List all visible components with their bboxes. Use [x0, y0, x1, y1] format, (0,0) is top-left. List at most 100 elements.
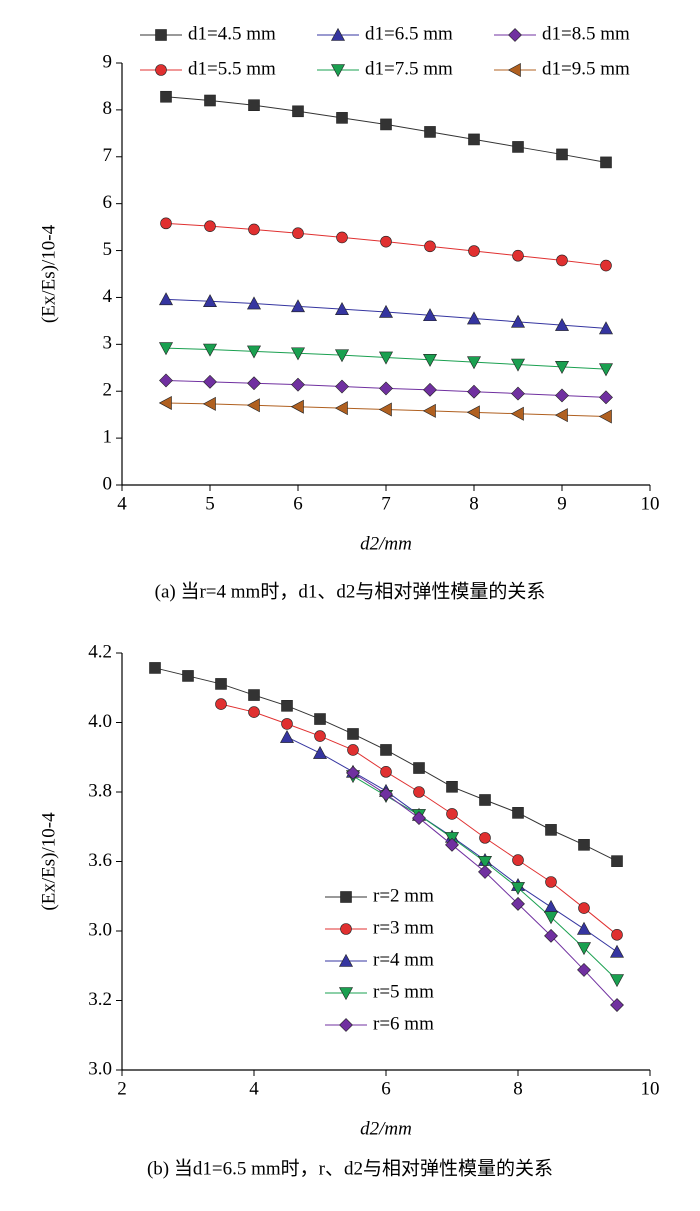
- x-tick-label: 7: [381, 493, 391, 514]
- marker: [543, 911, 559, 925]
- legend-label: d1=6.5 mm: [365, 23, 453, 44]
- y-tick-label: 4.2: [88, 641, 112, 662]
- marker: [155, 29, 167, 41]
- marker: [182, 670, 194, 682]
- marker: [545, 876, 557, 888]
- marker: [466, 311, 482, 325]
- marker: [577, 962, 591, 977]
- marker: [599, 390, 613, 405]
- marker: [611, 929, 623, 941]
- legend-label: d1=9.5 mm: [542, 58, 630, 79]
- marker: [246, 398, 260, 413]
- marker: [215, 678, 227, 690]
- marker: [248, 706, 260, 718]
- y-tick-label: 3.8: [88, 780, 112, 801]
- marker: [467, 384, 481, 399]
- marker: [314, 730, 326, 742]
- marker: [468, 245, 480, 257]
- y-tick-label: 3.0: [88, 1058, 112, 1079]
- marker: [507, 62, 521, 78]
- marker: [158, 292, 174, 306]
- marker: [281, 718, 293, 730]
- marker: [578, 902, 590, 914]
- marker: [247, 376, 261, 391]
- x-tick-label: 4: [117, 493, 127, 514]
- legend-label: d1=7.5 mm: [365, 58, 453, 79]
- marker: [248, 99, 260, 111]
- marker: [340, 923, 352, 935]
- marker: [292, 105, 304, 118]
- x-tick-label: 6: [293, 493, 303, 514]
- legend-label: r=3 mm: [373, 917, 434, 938]
- caption: (b) 当d1=6.5 mm时，r、d2与相对弹性模量的关系: [147, 1157, 553, 1179]
- y-tick-label: 5: [103, 239, 113, 260]
- marker: [334, 349, 350, 363]
- marker: [281, 700, 293, 712]
- marker: [334, 401, 348, 416]
- marker: [412, 811, 426, 825]
- marker: [554, 408, 568, 423]
- marker: [290, 299, 306, 313]
- marker: [466, 356, 482, 370]
- marker: [609, 944, 625, 958]
- marker: [510, 406, 524, 421]
- legend-label: r=4 mm: [373, 949, 434, 970]
- marker: [445, 837, 459, 852]
- marker: [543, 899, 559, 913]
- marker: [379, 381, 393, 396]
- legend-label: r=5 mm: [373, 981, 434, 1002]
- y-tick-label: 3: [103, 333, 113, 354]
- marker: [423, 382, 437, 397]
- x-tick-label: 6: [381, 1078, 391, 1099]
- marker: [554, 317, 570, 331]
- marker: [290, 347, 306, 361]
- marker: [600, 156, 612, 169]
- marker: [508, 28, 522, 42]
- marker: [512, 141, 524, 153]
- marker: [477, 856, 493, 869]
- marker: [379, 787, 393, 802]
- marker: [160, 217, 172, 230]
- marker: [204, 94, 216, 107]
- marker: [340, 891, 352, 903]
- marker: [598, 321, 614, 335]
- marker: [466, 405, 480, 420]
- marker: [347, 744, 359, 756]
- marker: [291, 377, 305, 392]
- legend-label: r=2 mm: [373, 885, 434, 906]
- marker: [578, 839, 590, 851]
- y-tick-label: 3.6: [88, 850, 112, 871]
- marker: [378, 402, 392, 417]
- marker: [413, 786, 425, 798]
- marker: [202, 343, 218, 357]
- marker: [330, 27, 346, 41]
- marker: [576, 921, 592, 935]
- marker: [413, 762, 425, 774]
- marker: [204, 220, 216, 232]
- marker: [330, 64, 346, 78]
- marker: [609, 974, 625, 988]
- marker: [446, 808, 458, 820]
- marker: [511, 386, 525, 401]
- marker: [203, 374, 217, 389]
- marker: [424, 240, 436, 253]
- marker: [334, 302, 350, 315]
- marker: [510, 882, 526, 896]
- marker: [512, 807, 524, 819]
- marker: [314, 713, 326, 725]
- marker: [248, 689, 260, 701]
- marker: [312, 745, 328, 759]
- y-tick-label: 7: [103, 145, 113, 166]
- marker: [556, 254, 568, 267]
- x-tick-label: 4: [249, 1078, 259, 1099]
- marker: [424, 126, 436, 138]
- marker: [335, 379, 349, 394]
- marker: [555, 388, 569, 403]
- marker: [215, 698, 227, 710]
- marker: [378, 304, 394, 318]
- marker: [468, 133, 480, 146]
- y-tick-label: 1: [103, 426, 113, 447]
- y-tick-label: 0: [103, 473, 113, 494]
- marker: [576, 942, 592, 956]
